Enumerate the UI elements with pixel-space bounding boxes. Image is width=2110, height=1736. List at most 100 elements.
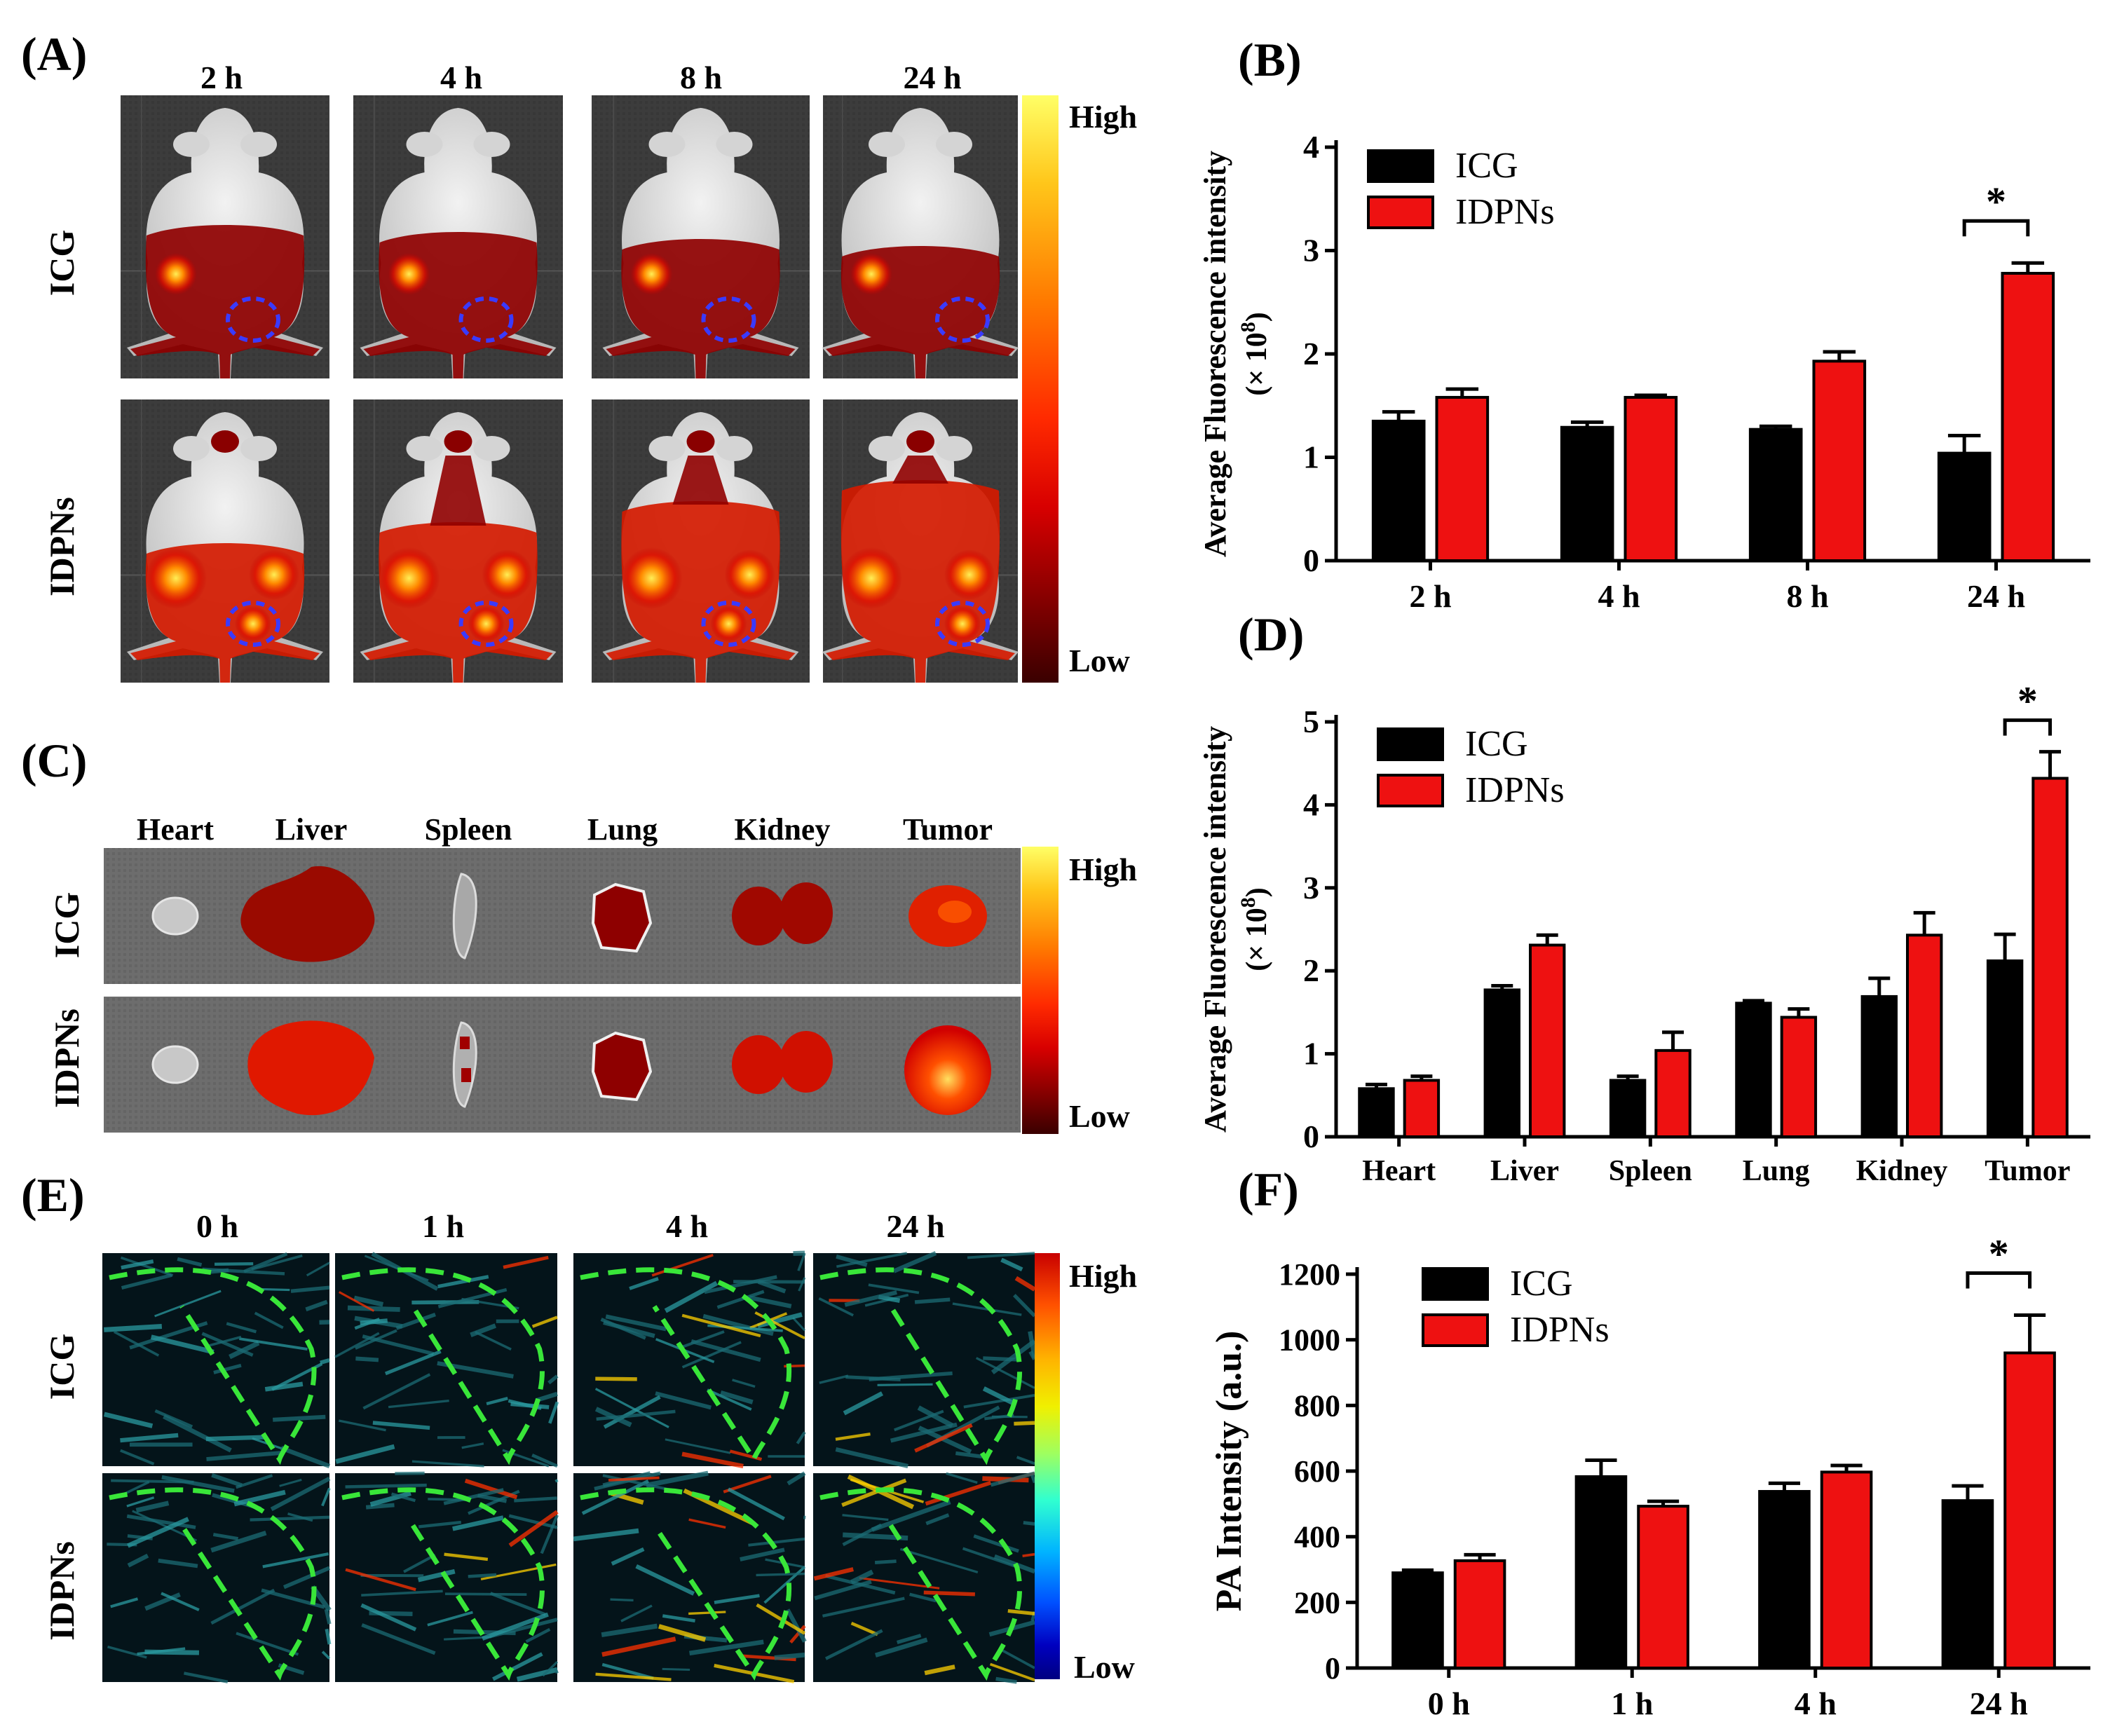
significance-star: *: [2017, 678, 2038, 724]
y-tick-label: 3: [1303, 870, 1319, 905]
organ-label: Lung: [587, 812, 658, 847]
y-tick-label: 0: [1303, 542, 1319, 578]
y-tick-label: 3: [1303, 233, 1319, 268]
bar-icg: [1760, 1491, 1809, 1668]
bar-icg: [1373, 421, 1424, 561]
panel-a-letter: (A): [21, 27, 87, 81]
y-tick-label: 0: [1325, 1651, 1340, 1686]
y-tick-label: 1: [1303, 1036, 1319, 1072]
panel-a-colorbar: [1022, 95, 1059, 683]
organ-lung: [593, 1033, 651, 1100]
pa-image: [813, 1253, 1035, 1466]
y-tick-label: 1: [1303, 439, 1319, 475]
tumor-signal: [468, 606, 505, 642]
x-tick-label: 4 h: [1795, 1686, 1837, 1721]
bar-icg: [1359, 1088, 1393, 1137]
tumor-signal: [944, 606, 981, 642]
mouse-image: [592, 95, 810, 378]
hot-spot: [631, 253, 673, 295]
legend-label: IDPNs: [1465, 770, 1565, 810]
pa-image: [102, 1473, 329, 1682]
bar-icg: [1750, 430, 1802, 561]
panel-c: (C) Heart Liver Spleen Lung Kidney Tumor…: [21, 734, 1137, 1134]
pa-image: [102, 1253, 329, 1466]
organ-kidney: [732, 1035, 785, 1094]
y-tick-label: 200: [1294, 1585, 1340, 1620]
organ-kidney: [732, 887, 785, 945]
y-tick-label: 800: [1294, 1388, 1340, 1423]
bar-icg: [1988, 961, 2022, 1137]
organ-heart: [153, 1046, 198, 1083]
bar-icg: [1736, 1003, 1770, 1137]
y-axis-unit: (× 108): [1237, 312, 1273, 395]
panel-c-letter: (C): [21, 734, 87, 787]
hot-spot: [145, 547, 207, 609]
panel-a-time-label: 8 h: [680, 60, 722, 95]
y-tick-label: 600: [1294, 1454, 1340, 1489]
x-tick-label: 0 h: [1428, 1686, 1470, 1721]
bar-idpns: [2033, 779, 2067, 1137]
pa-image: [335, 1473, 557, 1682]
chart-f-letter: (F): [1238, 1163, 1299, 1216]
panel-e-colorbar: [1035, 1253, 1060, 1679]
hot-spot: [482, 549, 533, 600]
hot-spot: [725, 549, 775, 600]
mouse-image: [353, 95, 563, 378]
bar-idpns: [1907, 935, 1941, 1137]
panel-e-time-label: 0 h: [196, 1208, 238, 1244]
mouse-image: [353, 399, 563, 683]
panel-c-colorbar: [1022, 847, 1059, 1134]
x-tick-label: 2 h: [1409, 578, 1451, 614]
chart-d-letter: (D): [1238, 608, 1304, 661]
tumor-signal: [235, 606, 271, 642]
mouse-image: [121, 399, 329, 683]
mouse-image: [822, 95, 1019, 378]
panel-e: (E) 0 h 1 h 4 h 24 h ICG IDPNs High Low: [21, 1168, 1137, 1685]
pa-image: [573, 1253, 805, 1466]
panel-e-time-label: 24 h: [886, 1208, 944, 1244]
organ-label: Liver: [275, 812, 348, 847]
panel-c-row-label: IDPNs: [47, 1009, 86, 1108]
pa-image: [813, 1473, 1035, 1682]
y-axis-unit: (× 108): [1237, 887, 1273, 971]
bar-icg: [1577, 1477, 1626, 1668]
panel-a-time-label: 4 h: [440, 60, 482, 95]
x-tick-label: Liver: [1490, 1155, 1559, 1187]
organ-kidney: [780, 1031, 833, 1093]
hot-spot: [379, 547, 440, 609]
panel-c-scale-high: High: [1069, 852, 1137, 887]
organ-image-row: [104, 848, 1021, 984]
hot-spot: [388, 253, 430, 295]
x-tick-label: Lung: [1743, 1155, 1810, 1187]
bar-icg: [1562, 428, 1613, 561]
pa-image: [573, 1473, 805, 1682]
bar-icg: [1393, 1573, 1443, 1668]
bar-idpns: [1530, 945, 1564, 1137]
panel-c-scale-low: Low: [1069, 1098, 1130, 1134]
legend-swatch-idpns: [1423, 1315, 1488, 1346]
bar-idpns: [1638, 1506, 1688, 1668]
y-tick-label: 4: [1303, 129, 1319, 165]
x-tick-label: 1 h: [1611, 1686, 1653, 1721]
organ-kidney: [780, 882, 833, 944]
significance-star: *: [1989, 1231, 2009, 1277]
y-tick-label: 0: [1303, 1119, 1319, 1154]
panel-a-row-label: ICG: [42, 230, 81, 296]
y-tick-label: 1200: [1279, 1257, 1340, 1292]
pa-image: [335, 1253, 557, 1466]
panel-e-scale-low: Low: [1074, 1649, 1135, 1685]
organ-heart: [153, 898, 198, 934]
organ-label: Heart: [137, 812, 214, 847]
bar-idpns: [1814, 361, 1865, 561]
legend-label: ICG: [1455, 146, 1518, 186]
significance-star: *: [1986, 179, 2006, 224]
bar-icg: [1943, 1501, 1993, 1668]
bar-icg: [1863, 997, 1896, 1137]
y-axis-label: Average Fluorescence intensity: [1198, 151, 1232, 557]
y-axis-label: Average Fluorescence intensity: [1198, 726, 1232, 1133]
panel-e-row-label: IDPNs: [42, 1541, 81, 1641]
bar-idpns: [2003, 273, 2054, 561]
panel-e-scale-high: High: [1069, 1258, 1137, 1294]
legend-label: ICG: [1465, 724, 1528, 764]
panel-a-time-label: 24 h: [903, 60, 961, 95]
